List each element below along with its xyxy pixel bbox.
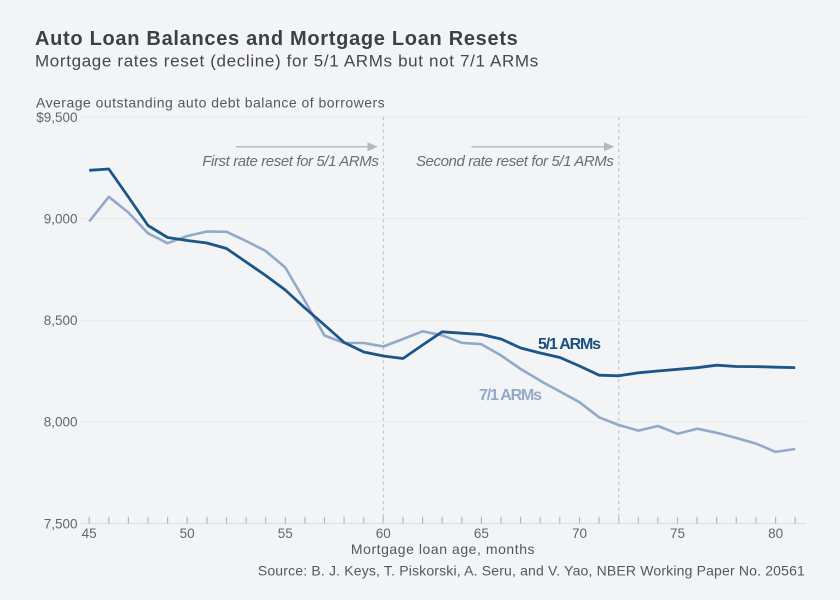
svg-text:75: 75 [670,526,685,541]
svg-text:8,000: 8,000 [44,415,78,430]
svg-text:Average outstanding auto debt: Average outstanding auto debt balance of… [36,95,385,111]
svg-text:Second rate reset for 5/1 ARMs: Second rate reset for 5/1 ARMs [416,153,614,170]
svg-text:Mortgage rates reset (decline): Mortgage rates reset (decline) for 5/1 A… [35,52,539,71]
svg-text:60: 60 [376,526,391,541]
svg-text:45: 45 [82,526,97,541]
svg-text:80: 80 [768,526,783,541]
svg-text:5/1 ARMs: 5/1 ARMs [538,336,601,353]
svg-text:50: 50 [180,526,195,541]
svg-text:7,500: 7,500 [44,516,78,531]
svg-text:Source: B. J. Keys, T. Piskors: Source: B. J. Keys, T. Piskorski, A. Ser… [258,563,805,579]
svg-text:9,000: 9,000 [44,211,78,226]
svg-text:Auto Loan Balances and Mortgag: Auto Loan Balances and Mortgage Loan Res… [35,28,519,50]
svg-text:8,500: 8,500 [44,313,78,328]
svg-text:55: 55 [278,526,293,541]
svg-text:65: 65 [474,526,489,541]
svg-text:70: 70 [572,526,587,541]
svg-text:First rate reset for 5/1 ARMs: First rate reset for 5/1 ARMs [202,153,379,170]
svg-text:Mortgage loan age, months: Mortgage loan age, months [351,541,535,557]
svg-text:7/1 ARMs: 7/1 ARMs [479,387,542,404]
svg-text:$9,500: $9,500 [36,110,77,125]
